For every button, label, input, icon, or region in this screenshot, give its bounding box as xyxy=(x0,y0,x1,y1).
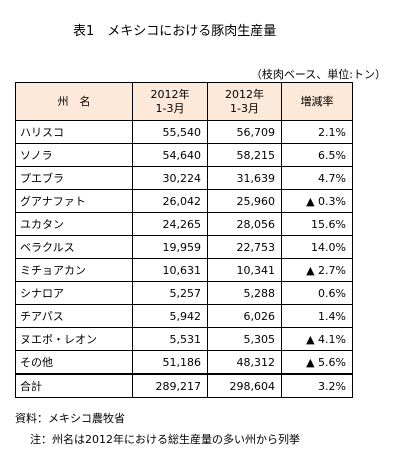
value-a: 26,042 xyxy=(132,189,208,213)
value-a: 30,224 xyxy=(132,166,208,190)
header-2012-b: 2012年 1-3月 xyxy=(207,82,282,121)
change-rate: 4.7% xyxy=(281,166,353,190)
state-name: ハリスコ xyxy=(15,120,133,144)
state-name: ユカタン xyxy=(15,212,133,236)
value-a: 24,265 xyxy=(132,212,208,236)
document-title: 表1 メキシコにおける豚肉生産量 xyxy=(73,24,277,39)
value-a: 5,942 xyxy=(132,304,208,328)
value-a: 55,540 xyxy=(132,120,208,144)
state-name: チアパス xyxy=(15,304,133,328)
table-row: ミチョアカン 10,631 10,341 ▲ 2.7% xyxy=(15,258,353,282)
header-2012-b-year: 2012年 xyxy=(225,87,264,101)
value-b: 22,753 xyxy=(207,235,282,259)
change-rate: ▲ 0.3% xyxy=(281,189,353,213)
table-header-row: 州 名 2012年 1-3月 2012年 1-3月 増減率 xyxy=(15,82,353,121)
header-state: 州 名 xyxy=(15,82,133,121)
table-row: ユカタン 24,265 28,056 15.6% xyxy=(15,212,353,236)
value-a: 5,531 xyxy=(132,327,208,351)
state-name: ソノラ xyxy=(15,143,133,167)
state-name: ミチョアカン xyxy=(15,258,133,282)
value-b: 56,709 xyxy=(207,120,282,144)
value-a: 5,257 xyxy=(132,281,208,305)
change-rate: 1.4% xyxy=(281,304,353,328)
table-row: ベラクルス 19,959 22,753 14.0% xyxy=(15,235,353,259)
total-change: 3.2% xyxy=(281,373,353,398)
header-2012-a-year: 2012年 xyxy=(150,87,190,101)
value-b: 25,960 xyxy=(207,189,282,213)
state-name: ベラクルス xyxy=(15,235,133,259)
table-row: シナロア 5,257 5,288 0.6% xyxy=(15,281,353,305)
total-b: 298,604 xyxy=(207,373,282,398)
value-b: 48,312 xyxy=(207,350,282,375)
change-rate: 14.0% xyxy=(281,235,353,259)
value-b: 5,288 xyxy=(207,281,282,305)
value-a: 19,959 xyxy=(132,235,208,259)
change-rate: 15.6% xyxy=(281,212,353,236)
header-change: 増減率 xyxy=(281,82,353,121)
change-rate: ▲ 4.1% xyxy=(281,327,353,351)
table-row: ソノラ 54,640 58,215 6.5% xyxy=(15,143,353,167)
unit-note: （枝肉ベース、単位:トン） xyxy=(250,68,386,81)
total-a: 289,217 xyxy=(132,373,208,398)
change-rate: 2.1% xyxy=(281,120,353,144)
change-rate: ▲ 5.6% xyxy=(281,350,353,375)
state-name: ヌエボ・レオン xyxy=(15,327,133,351)
table-row: その他 51,186 48,312 ▲ 5.6% xyxy=(15,350,353,375)
source-note: 資料：メキシコ農牧省 xyxy=(15,412,125,425)
table-row: グアナファト 26,042 25,960 ▲ 0.3% xyxy=(15,189,353,213)
state-name: グアナファト xyxy=(15,189,133,213)
value-b: 58,215 xyxy=(207,143,282,167)
value-a: 51,186 xyxy=(132,350,208,375)
table-row: チアパス 5,942 6,026 1.4% xyxy=(15,304,353,328)
state-name: シナロア xyxy=(15,281,133,305)
change-rate: 6.5% xyxy=(281,143,353,167)
change-rate: 0.6% xyxy=(281,281,353,305)
change-rate: ▲ 2.7% xyxy=(281,258,353,282)
state-name: その他 xyxy=(15,350,133,375)
table-row: プエブラ 30,224 31,639 4.7% xyxy=(15,166,353,190)
header-2012-b-period: 1-3月 xyxy=(230,101,259,115)
total-label: 合計 xyxy=(15,373,133,398)
state-name: プエブラ xyxy=(15,166,133,190)
total-row: 合計 289,217 298,604 3.2% xyxy=(15,373,353,398)
value-b: 5,305 xyxy=(207,327,282,351)
value-b: 28,056 xyxy=(207,212,282,236)
value-b: 10,341 xyxy=(207,258,282,282)
header-2012-a-period: 1-3月 xyxy=(155,101,185,115)
value-a: 54,640 xyxy=(132,143,208,167)
table-row: ハリスコ 55,540 56,709 2.1% xyxy=(15,120,353,144)
footnote: 注：州名は2012年における総生産量の多い州から列挙 xyxy=(30,433,300,446)
value-b: 6,026 xyxy=(207,304,282,328)
value-a: 10,631 xyxy=(132,258,208,282)
value-b: 31,639 xyxy=(207,166,282,190)
table-row: ヌエボ・レオン 5,531 5,305 ▲ 4.1% xyxy=(15,327,353,351)
pork-production-table: 州 名 2012年 1-3月 2012年 1-3月 増減率 ハリスコ 55,54… xyxy=(15,82,353,398)
header-2012-a: 2012年 1-3月 xyxy=(132,82,208,121)
